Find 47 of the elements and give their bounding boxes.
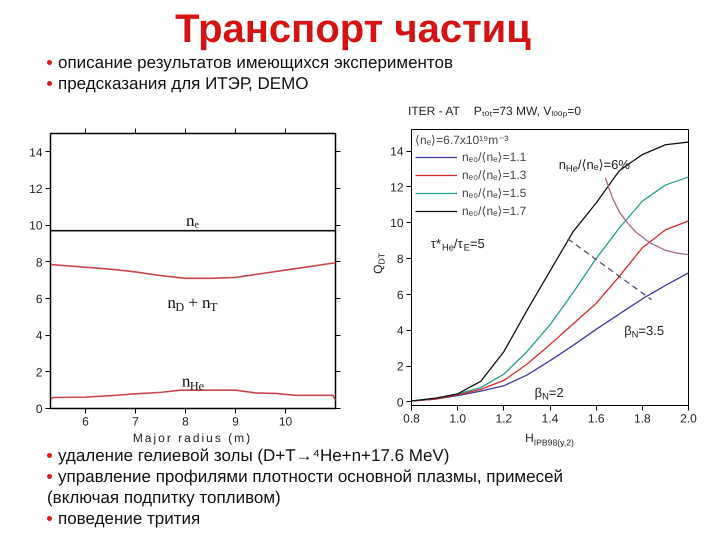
x-tick-label: 1.4 bbox=[542, 412, 559, 426]
chart-subtitle: Pₜₒₜ=73 MW, Vₗₒₒₚ=0 bbox=[474, 104, 582, 118]
y-tick-label: 4 bbox=[396, 324, 404, 338]
legend-label: nₑ₀/⟨nₑ⟩=1.7 bbox=[462, 204, 526, 218]
y-tick-label: 8 bbox=[36, 255, 43, 270]
legend-label: nₑ₀/⟨nₑ⟩=1.1 bbox=[462, 150, 526, 164]
chart-title: ITER - AT bbox=[408, 104, 460, 118]
y-tick-label: 10 bbox=[390, 216, 404, 230]
y-tick-label: 0 bbox=[36, 402, 43, 416]
x-axis-title: H$_{IPB98(y,2)}$ bbox=[524, 431, 575, 448]
series-label: nₑ bbox=[186, 211, 200, 230]
x-tick-label: 1.2 bbox=[495, 412, 512, 426]
text: управление профилями плотности основной плазмы, примесей (включая подпитку топливом) bbox=[46, 466, 564, 508]
x-tick-label: 0.8 bbox=[403, 412, 420, 426]
line-series bbox=[50, 262, 336, 280]
x-tick-label: 6 bbox=[82, 414, 90, 428]
y-tick-label: 6 bbox=[396, 288, 404, 302]
y-tick-label: 8 bbox=[396, 252, 404, 266]
y-tick-label: 12 bbox=[390, 180, 404, 194]
text: удаление гелиевой золы (D+T→⁴He+n+17.6 MeV) bbox=[58, 446, 450, 465]
x-tick-label: 1.0 bbox=[449, 412, 466, 426]
y-tick-label: 6 bbox=[36, 292, 43, 306]
text: предсказания для ИТЭР, DEMO bbox=[57, 73, 310, 94]
x-tick-label: 9 bbox=[232, 414, 240, 428]
legend-label: nₑ₀/⟨nₑ⟩=1.3 bbox=[462, 168, 526, 182]
x-tick-label: 10 bbox=[278, 414, 292, 428]
y-tick-label: 12 bbox=[29, 182, 43, 196]
text: описание результатов имеющихся экспериментов bbox=[57, 52, 454, 73]
x-tick-label: 8 bbox=[182, 414, 190, 428]
y-tick-label: 2 bbox=[396, 360, 404, 374]
x-tick-label: 7 bbox=[132, 414, 140, 428]
y-tick-label: 2 bbox=[36, 365, 43, 380]
text: Транспорт частиц bbox=[174, 6, 532, 52]
text: поведение трития bbox=[57, 508, 202, 529]
line-series bbox=[50, 389, 336, 402]
y-tick-label: 4 bbox=[36, 328, 43, 343]
y-tick-label: 10 bbox=[29, 218, 43, 233]
y-tick-label: 14 bbox=[390, 144, 404, 159]
y-tick-label: 14 bbox=[29, 145, 43, 160]
x-axis-title: Major radius (m) bbox=[132, 431, 254, 446]
x-tick-label: 1.6 bbox=[588, 412, 605, 426]
x-tick-label: 1.8 bbox=[634, 412, 651, 426]
y-tick-label: 0 bbox=[396, 395, 404, 410]
legend-title: ⟨nₑ⟩=6.7x10¹⁹m⁻³ bbox=[415, 133, 510, 147]
x-tick-label: 2.0 bbox=[680, 412, 698, 426]
line-series bbox=[604, 177, 688, 256]
legend-label: nₑ₀/⟨nₑ⟩=1.5 bbox=[462, 186, 526, 200]
